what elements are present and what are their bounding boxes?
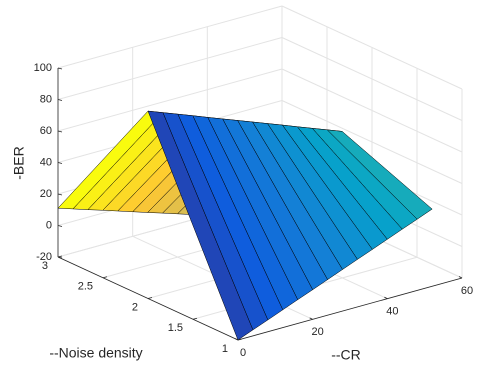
grid-line — [57, 37, 283, 100]
y-tick — [237, 338, 243, 341]
grid-line — [57, 68, 283, 132]
surface-face — [147, 110, 254, 341]
z-tick — [57, 162, 63, 164]
z-axis-label: -BER — [11, 146, 27, 179]
x-tick — [384, 296, 388, 300]
y-tick-label: 1 — [222, 343, 228, 355]
z-tick — [57, 130, 63, 133]
x-tick — [309, 317, 313, 320]
z-tick-label: 60 — [40, 125, 52, 137]
z-tick — [57, 99, 63, 101]
x-tick — [458, 276, 463, 279]
grid-line — [281, 68, 463, 153]
x-tick-label: 40 — [386, 306, 398, 318]
z-tick-label: 80 — [40, 93, 52, 105]
y-tick-label: 3 — [42, 260, 48, 272]
y-tick-label: 1.5 — [168, 322, 183, 334]
z-tick — [57, 67, 63, 70]
z-tick-label: 100 — [34, 62, 52, 74]
z-tick-label: 20 — [40, 188, 52, 200]
z-tick-label: -20 — [36, 251, 52, 263]
y-tick — [192, 317, 198, 320]
z-tick-label: 0 — [46, 219, 52, 231]
x-tick — [234, 338, 239, 341]
ticks: 0 20 40 60 1 1.5 2 2.5 3-20 0 20 40 60 80 100 — [34, 62, 473, 359]
z-tick — [57, 193, 63, 196]
y-tick-label: 2 — [132, 301, 138, 313]
x-tick-label: 20 — [312, 326, 324, 338]
y-axis-label: --Noise density — [49, 345, 142, 361]
z-tick-label: 40 — [40, 156, 52, 168]
x-tick-label: 60 — [461, 285, 473, 297]
grid-line — [281, 5, 463, 90]
grid-line — [281, 37, 463, 121]
grid-line — [57, 5, 283, 69]
x-axis-label: --CR — [331, 347, 361, 363]
x-axis — [237, 277, 463, 341]
z-tick — [57, 225, 63, 227]
y-tick — [147, 297, 153, 299]
y-tick — [102, 276, 108, 279]
grid-line — [281, 100, 463, 184]
y-tick-label: 2.5 — [78, 281, 93, 293]
surface — [57, 110, 433, 341]
z-tick — [57, 256, 63, 259]
x-tick-label: 0 — [240, 347, 246, 359]
